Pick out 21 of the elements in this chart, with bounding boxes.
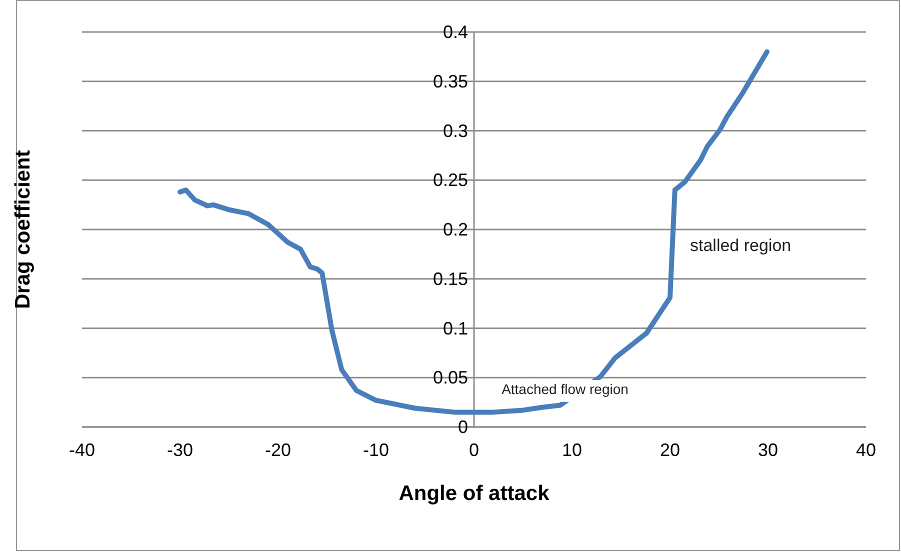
y-tick-label: 0.2: [442, 220, 468, 240]
y-tick-label: 0.05: [432, 368, 468, 388]
x-tick-label: -20: [264, 440, 292, 460]
y-tick-label: 0.35: [432, 71, 468, 92]
y-tick-label: 0.1: [442, 318, 468, 338]
y-tick-label: 0.15: [432, 268, 468, 289]
x-tick-label: 40: [856, 440, 876, 460]
x-tick-label: -10: [362, 440, 390, 460]
x-tick-label: 10: [562, 440, 582, 460]
x-axis-title: Angle of attack: [398, 482, 550, 505]
x-tick-label: -30: [166, 440, 194, 460]
x-tick-label: 30: [758, 440, 778, 460]
annotation: Attached flow region: [502, 381, 628, 397]
y-tick-label: 0.3: [442, 120, 468, 141]
y-tick-label: 0.25: [432, 170, 468, 190]
annotation: stalled region: [690, 236, 792, 255]
x-tick-label: -40: [68, 440, 96, 460]
y-axis-title: Drag coefficient: [11, 150, 34, 309]
x-tick-label: 20: [660, 440, 680, 460]
y-tick-label: 0: [458, 417, 468, 437]
y-tick-label: 0.4: [442, 22, 468, 42]
